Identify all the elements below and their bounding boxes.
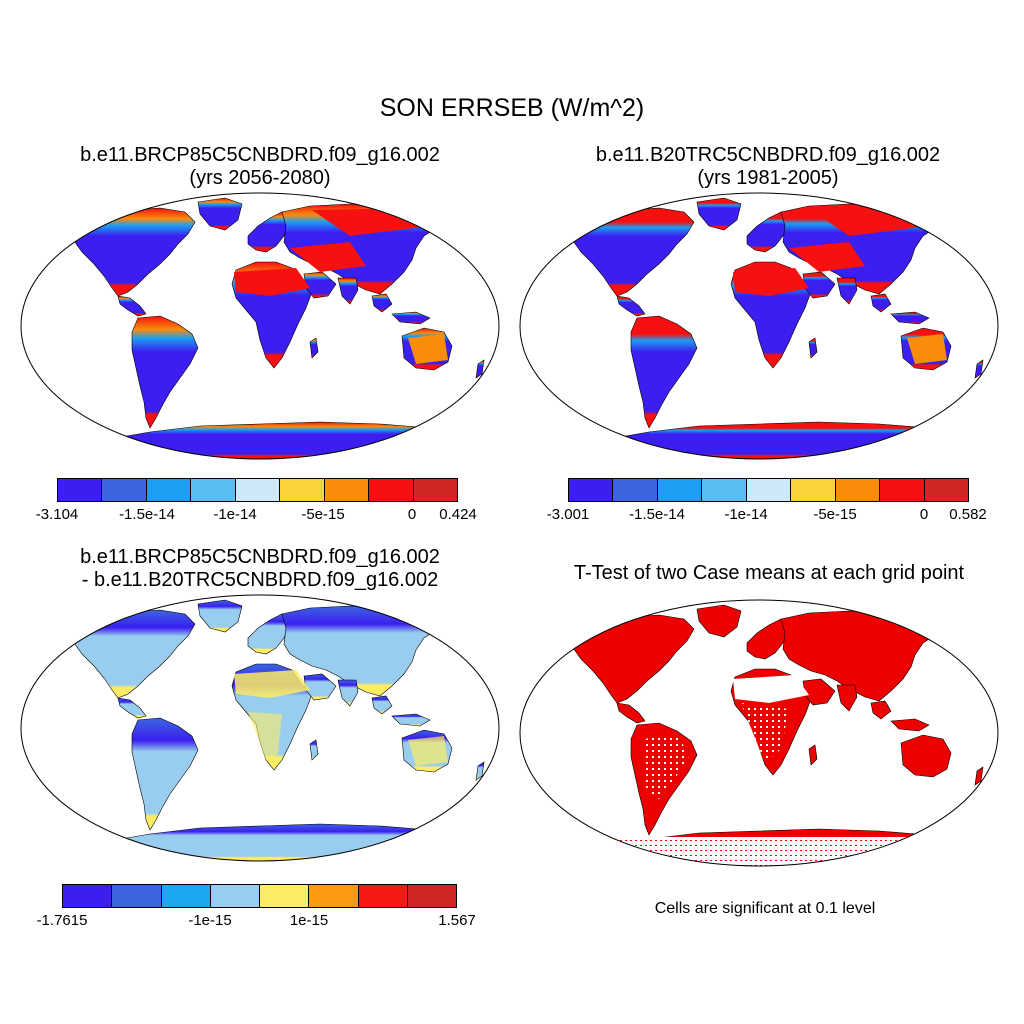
p3-swatch-5 (309, 885, 359, 907)
p3-swatch-3 (210, 885, 260, 907)
significance-note: Cells are significant at 0.1 level (654, 900, 876, 917)
p3-label-3: 1.567 (438, 912, 476, 929)
p2-label-0: -3.001 (546, 506, 590, 523)
p3-swatch-7 (407, 885, 456, 907)
p3-swatch-1 (112, 885, 162, 907)
panel4-map (519, 599, 999, 867)
p2-swatch-3 (702, 479, 747, 501)
p3-swatch-2 (161, 885, 211, 907)
panel3-colorbar (62, 884, 457, 908)
panel3-title: b.e11.BRCP85C5CNBDRD.f09_g16.002 - b.e11… (20, 546, 500, 592)
p1-label-3: -5e-15 (301, 506, 345, 523)
p3-label-1: -1e-15 (188, 912, 232, 929)
p2-swatch-8 (924, 479, 968, 501)
panel2-title-line2: (yrs 1981-2005) (697, 167, 839, 189)
panel1-title-line1: b.e11.BRCP85C5CNBDRD.f09_g16.002 (80, 144, 440, 166)
p2-swatch-2 (657, 479, 703, 501)
panel3-title-line1: b.e11.BRCP85C5CNBDRD.f09_g16.002 (80, 546, 440, 568)
p3-swatch-6 (358, 885, 408, 907)
panel1-colorbar (57, 478, 458, 502)
p3-swatch-0 (63, 885, 113, 907)
p1-swatch-6 (324, 479, 370, 501)
panel2-title-line1: b.e11.B20TRC5CNBDRD.f09_g16.002 (595, 144, 941, 166)
panel4-title: T-Test of two Case means at each grid po… (573, 562, 965, 584)
panel2-colorbar (568, 478, 969, 502)
p2-label-1: -1.5e-14 (629, 506, 685, 523)
p2-swatch-0 (569, 479, 614, 501)
p1-label-0: -3.104 (35, 506, 79, 523)
p2-swatch-4 (746, 479, 792, 501)
panel1-title: b.e11.BRCP85C5CNBDRD.f09_g16.002 (yrs 20… (20, 144, 500, 190)
p2-swatch-1 (613, 479, 658, 501)
p1-swatch-2 (146, 479, 192, 501)
p2-label-4: 0 (919, 506, 929, 523)
p1-swatch-5 (280, 479, 325, 501)
p1-label-2: -1e-14 (213, 506, 257, 523)
panel1-map (20, 192, 500, 460)
p2-swatch-6 (835, 479, 881, 501)
panel3-title-line2: - b.e11.B20TRC5CNBDRD.f09_g16.002 (81, 569, 439, 591)
panel3-map (20, 594, 500, 862)
p1-swatch-8 (413, 479, 457, 501)
p1-swatch-4 (235, 479, 281, 501)
p1-swatch-3 (191, 479, 236, 501)
panel1-title-line2: (yrs 2056-2080) (189, 167, 331, 189)
p3-label-0: -1.7615 (36, 912, 88, 929)
p1-swatch-7 (369, 479, 414, 501)
panel2-title: b.e11.B20TRC5CNBDRD.f09_g16.002 (yrs 198… (528, 144, 1008, 190)
p2-swatch-7 (880, 479, 925, 501)
p1-label-5: 0.424 (439, 506, 477, 523)
p2-label-2: -1e-14 (724, 506, 768, 523)
p1-swatch-1 (102, 479, 147, 501)
p2-label-3: -5e-15 (813, 506, 857, 523)
panel2-map (519, 192, 999, 460)
p3-label-2: 1e-15 (289, 912, 329, 929)
p2-swatch-5 (791, 479, 836, 501)
p1-swatch-0 (58, 479, 103, 501)
main-title: SON ERRSEB (W/m^2) (379, 94, 645, 122)
p3-swatch-4 (260, 885, 310, 907)
p1-label-1: -1.5e-14 (119, 506, 175, 523)
p2-label-5: 0.582 (949, 506, 987, 523)
p1-label-4: 0 (407, 506, 417, 523)
